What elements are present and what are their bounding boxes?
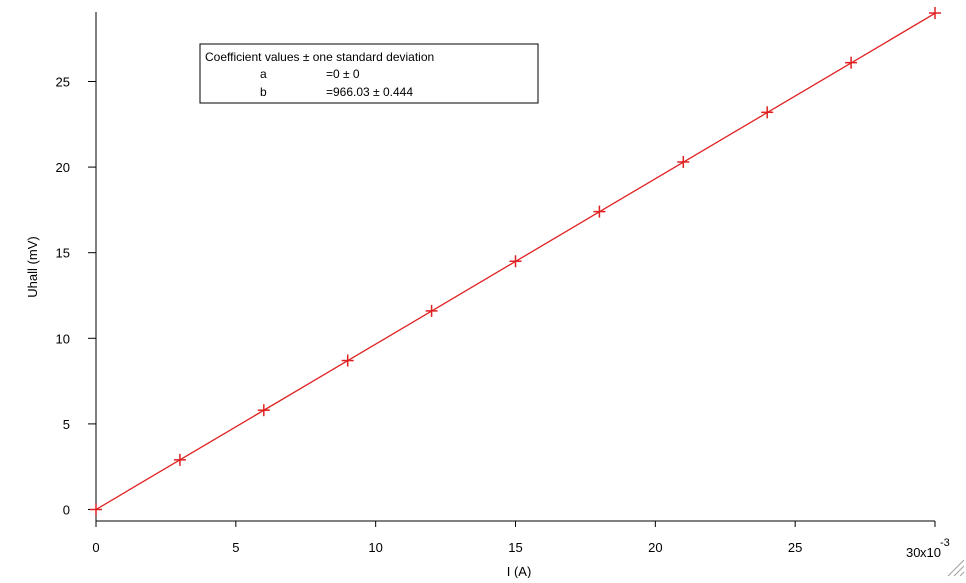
x-tick-label: 0 xyxy=(92,540,99,555)
y-tick-label: 10 xyxy=(56,331,70,346)
annotation-row-a-value: =0 ± 0 xyxy=(326,67,360,81)
data-point xyxy=(341,354,354,367)
y-tick-label: 5 xyxy=(63,417,70,432)
data-point xyxy=(677,155,690,168)
data-point xyxy=(593,205,606,218)
x-axis-title: I (A) xyxy=(507,564,532,578)
annotation-row-b-value: =966.03 ± 0.444 xyxy=(326,85,413,99)
y-tick-label: 25 xyxy=(56,75,70,90)
coefficient-annotation: Coefficient values ± one standard deviat… xyxy=(199,43,539,104)
points-layer xyxy=(90,7,941,516)
x-tick-label: 10 xyxy=(368,540,382,555)
y-axis-title: Uhall (mV) xyxy=(25,236,40,297)
x-tick-label: 5 xyxy=(232,540,239,555)
x-tick-label: 25 xyxy=(788,540,802,555)
data-point xyxy=(845,56,858,69)
x-scale-exponent: -3 xyxy=(940,537,950,549)
resize-grip-icon[interactable] xyxy=(947,559,965,577)
data-point xyxy=(173,453,186,466)
x-tick-label: 20 xyxy=(648,540,662,555)
data-point xyxy=(90,503,102,516)
annotation-header: Coefficient values ± one standard deviat… xyxy=(205,50,434,64)
data-point xyxy=(425,304,438,317)
annotation-row-b-name: b xyxy=(260,85,267,99)
data-point xyxy=(509,255,522,268)
annotation-row-a-name: a xyxy=(260,67,267,81)
x-tick-label: 30 xyxy=(906,545,920,560)
data-point xyxy=(257,404,270,417)
y-tick-label: 15 xyxy=(56,246,70,261)
y-tick-label: 20 xyxy=(56,160,70,175)
data-point xyxy=(929,7,941,20)
y-tick-label: 0 xyxy=(63,503,70,518)
annotation-frame xyxy=(199,43,539,104)
x-scale-label: x10 xyxy=(920,545,941,560)
x-tick-label: 15 xyxy=(508,540,522,555)
ticks-layer: 0 5 10 15 20 25 30 0 5 10 15 20 25 xyxy=(56,75,936,560)
data-point xyxy=(761,106,774,119)
